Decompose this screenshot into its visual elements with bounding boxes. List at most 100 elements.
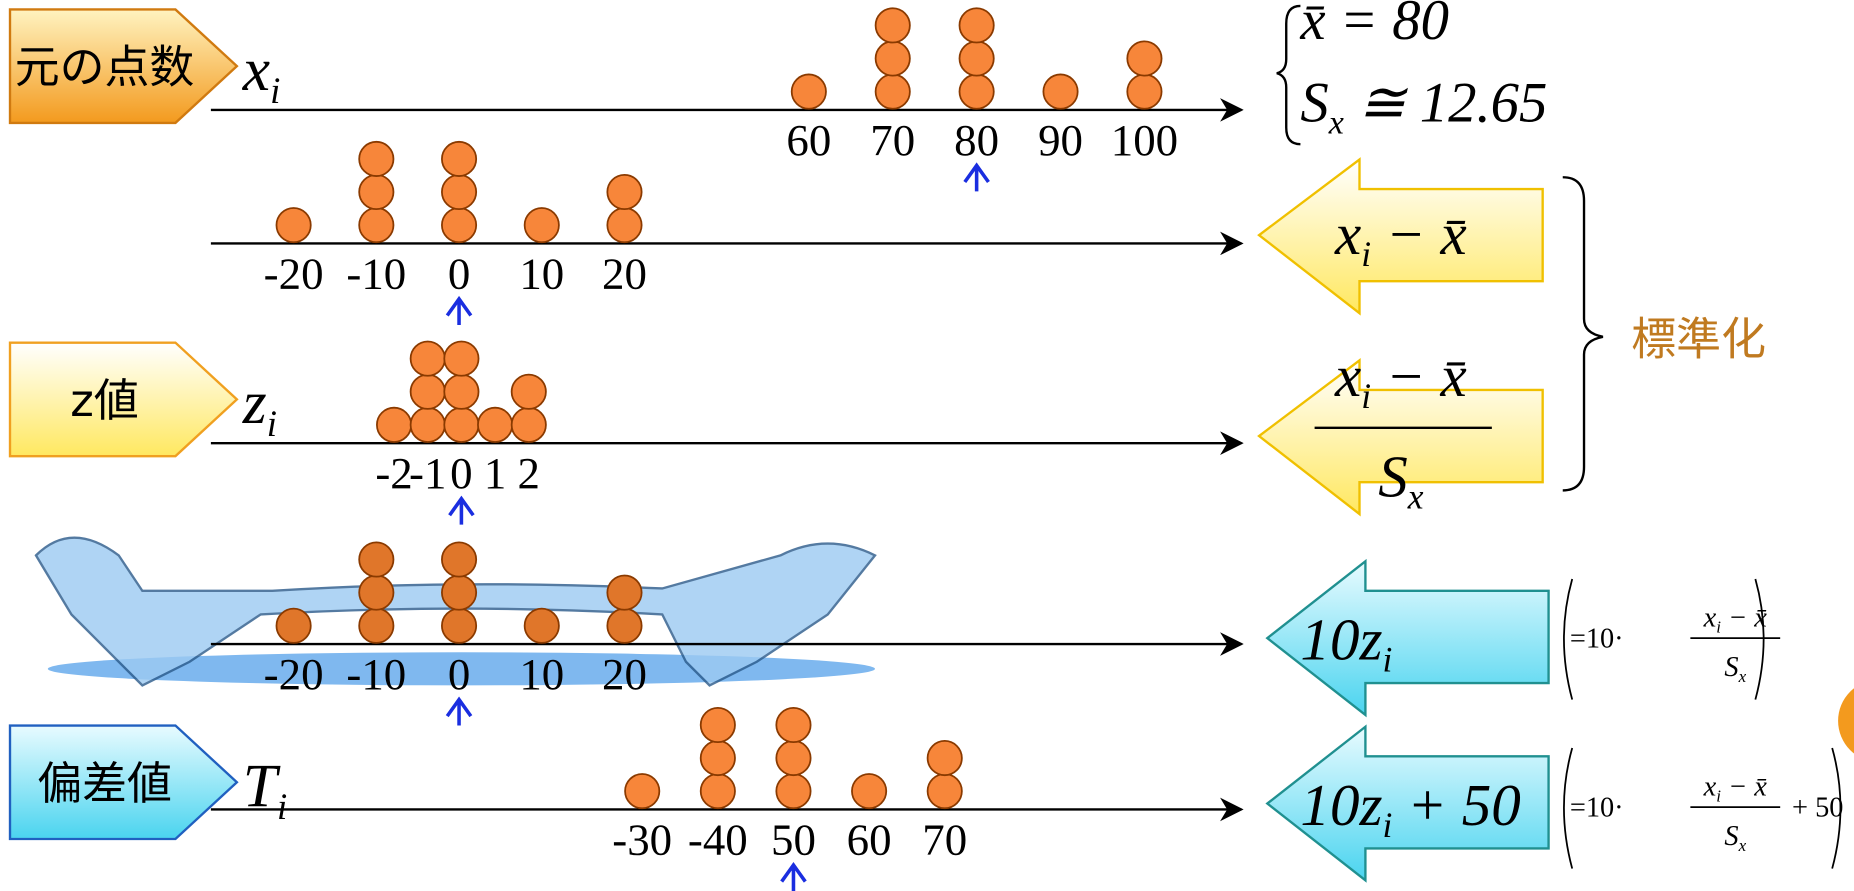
dot <box>699 773 736 810</box>
formula-part: S <box>1378 443 1408 509</box>
formula-arrow <box>1265 724 1550 883</box>
dot <box>874 40 911 77</box>
formula: x̄ = 80 <box>1299 0 1449 52</box>
formula: xi − x̄ <box>1334 201 1467 274</box>
dot-stack <box>624 773 661 810</box>
dot <box>523 607 560 644</box>
brace <box>1276 4 1301 146</box>
center-arrow <box>445 295 473 325</box>
dot <box>275 607 312 644</box>
formula-part: + 50 <box>1392 772 1520 838</box>
dot <box>958 73 995 110</box>
dot-stack <box>510 373 547 443</box>
label-box <box>8 724 239 841</box>
dot <box>275 207 312 244</box>
tick-label: -10 <box>346 248 406 298</box>
tick-label: 60 <box>847 814 892 864</box>
dot-stack <box>926 740 963 810</box>
center-arrow <box>448 495 475 525</box>
tick-label: -2 <box>375 448 412 498</box>
dot <box>358 140 395 177</box>
subscript: i <box>277 786 287 827</box>
standardize-label: 標準化 <box>1631 313 1766 366</box>
formula-arrow <box>1257 358 1544 517</box>
dot <box>1126 40 1163 77</box>
formula-part: x <box>1334 201 1361 267</box>
formula-part: =10· <box>1570 793 1624 824</box>
dot <box>409 406 446 443</box>
formula-part: S <box>1300 72 1328 135</box>
formula: zi <box>242 369 277 444</box>
formula: 10zi + 50 <box>1300 772 1520 845</box>
dot <box>409 340 446 377</box>
subscript: x <box>1407 477 1424 517</box>
dot <box>926 773 963 810</box>
dot <box>775 740 812 777</box>
dot-stack <box>441 140 478 244</box>
formula-part: z <box>1358 606 1382 672</box>
subscript: i <box>1382 805 1392 845</box>
formula-part: x <box>1703 771 1717 802</box>
tick-label: 10 <box>519 649 564 699</box>
dot <box>358 607 395 644</box>
formula-part: x <box>1703 602 1717 633</box>
subscript: i <box>1716 786 1721 805</box>
dot <box>790 73 827 110</box>
dot-stack <box>443 340 480 443</box>
formula: xi − x̄ <box>1703 771 1768 805</box>
dot <box>358 174 395 211</box>
decoration-shadow <box>47 652 876 686</box>
decoration-figures <box>34 536 877 687</box>
center-arrow <box>780 861 807 891</box>
dot-stack <box>606 574 643 644</box>
dot <box>443 340 480 377</box>
dot <box>851 773 888 810</box>
dot <box>358 207 395 244</box>
center-arrow <box>445 696 473 726</box>
dot <box>441 607 478 644</box>
tick-label: -40 <box>688 814 748 864</box>
dot <box>775 706 812 743</box>
brace <box>1562 176 1604 492</box>
formula: Sx <box>1724 821 1746 855</box>
dot-stack <box>775 706 812 810</box>
dot-stack <box>699 706 736 810</box>
tick-label: 80 <box>954 115 999 165</box>
dot <box>409 373 446 410</box>
dot-stack <box>1042 73 1079 110</box>
formula-part: S <box>1724 821 1738 852</box>
dot <box>510 406 547 443</box>
tick-label: 10 <box>519 248 564 298</box>
dot <box>775 773 812 810</box>
dot-stack <box>790 73 827 110</box>
dot-stack <box>606 174 643 244</box>
dot-stack <box>958 7 995 110</box>
tick-label: -20 <box>264 248 324 298</box>
formula-part: − x̄ <box>1371 343 1467 409</box>
formula: xi <box>242 36 281 111</box>
label-box <box>8 341 239 458</box>
decoration-circle <box>1838 688 1854 754</box>
tick-label: 70 <box>922 814 967 864</box>
subscript: i <box>1361 234 1371 274</box>
formula-part: x̄ = 80 <box>1299 0 1449 52</box>
label-box <box>8 8 239 125</box>
paren <box>1831 747 1842 869</box>
formula-part: S <box>1724 652 1738 683</box>
dot <box>699 740 736 777</box>
tick-label: 60 <box>786 115 831 165</box>
dot <box>441 541 478 578</box>
dot <box>624 773 661 810</box>
dot <box>874 73 911 110</box>
formula-part: z <box>242 369 267 437</box>
dot-stack <box>409 340 446 443</box>
tick-label: 2 <box>518 448 540 498</box>
dot-stack <box>358 140 395 244</box>
row-label: z値 <box>70 374 138 427</box>
formula: Sx ≅ 12.65 <box>1300 72 1547 142</box>
formula-part: x <box>1334 343 1361 409</box>
paren <box>1563 747 1574 869</box>
formula-part: + 50 <box>1792 793 1843 824</box>
